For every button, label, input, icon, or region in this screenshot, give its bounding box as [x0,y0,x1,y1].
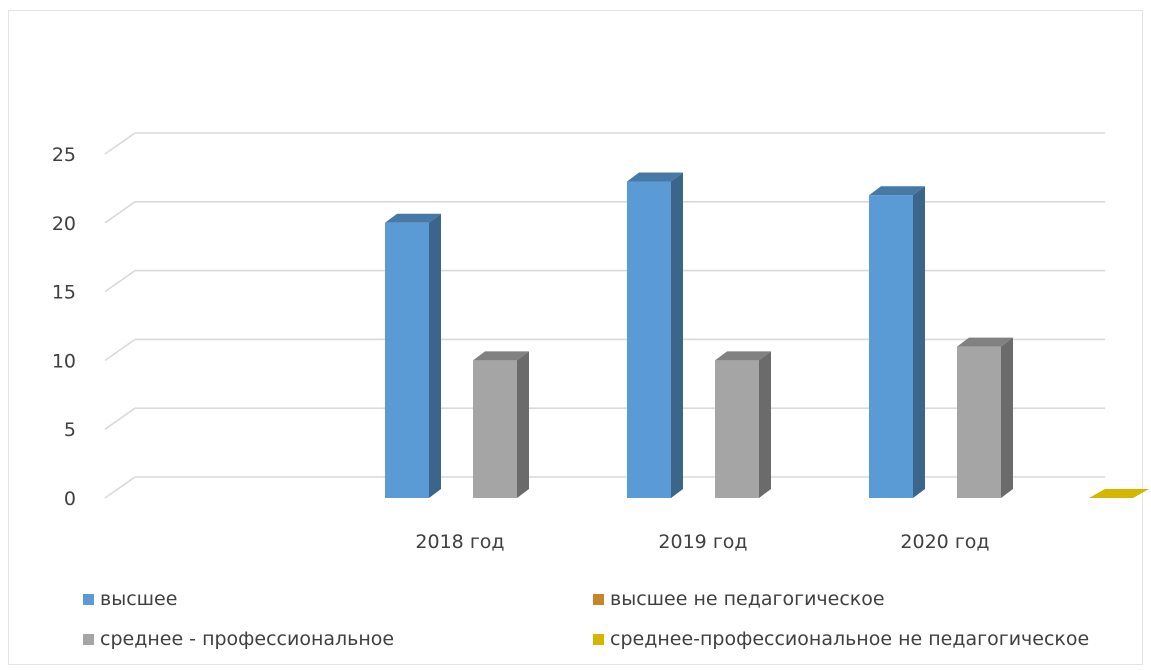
gridline-side [104,132,136,155]
bar-side [913,186,925,498]
gridline-side [104,407,136,430]
gridline-side [104,201,136,224]
legend-swatch [83,633,94,645]
bar [385,222,429,499]
bar [957,346,1001,498]
y-tick-label: 25 [52,144,76,166]
legend-item-vysshee: высшее [83,588,177,610]
bar [869,195,913,498]
y-tick-label: 5 [64,419,76,441]
bar-top [715,351,771,361]
bar-side [429,213,441,499]
gridline-side [104,476,136,499]
bar-top [627,172,683,182]
legend-label: высшее [100,588,178,610]
gridline-side [104,269,136,293]
y-tick-label: 0 [64,488,76,510]
bar [715,360,759,498]
x-tick-label: 2020 год [900,531,989,553]
legend-item-srednee-prof-ne-ped: среднее-профессиональное не педагогическ… [593,628,1089,650]
bar-top [1089,489,1149,498]
legend-item-srednee-prof: среднее - профессиональное [83,628,394,650]
bar-top [957,337,1013,347]
y-tick-label: 15 [52,282,76,304]
legend-label: высшее не педагогическое [610,588,885,610]
legend-item-vysshee-ne-ped: высшее не педагогическое [593,588,885,610]
bar-side [1001,337,1013,498]
bar-top [869,186,925,196]
x-tick-label: 2018 год [415,531,504,553]
legend-swatch [593,593,604,605]
bar-top [473,351,529,361]
y-tick-label: 10 [52,350,76,372]
bar-side [517,351,529,498]
bar-side [759,351,771,498]
bar [627,181,671,498]
bar-side [671,172,683,498]
y-tick-label: 20 [52,213,76,235]
legend-label: среднее - профессиональное [100,628,395,650]
legend-swatch [83,593,94,605]
gridline-side [104,338,136,362]
legend-swatch [593,633,604,645]
bar-top [385,213,441,223]
chart-frame [8,10,1143,665]
legend-label: среднее-профессиональное не педагогическ… [610,628,1090,650]
bar [473,360,517,498]
x-tick-label: 2019 год [658,531,747,553]
